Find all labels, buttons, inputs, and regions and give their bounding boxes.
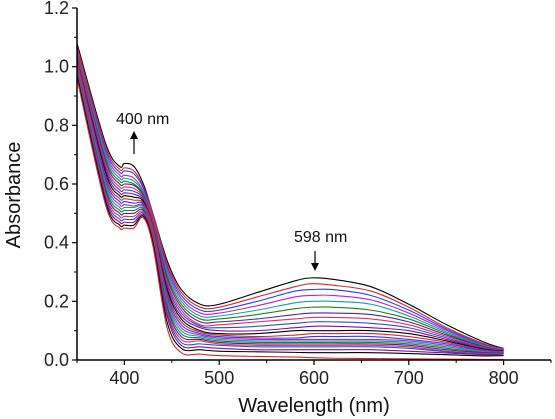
- y-tick-label: 0.2: [44, 291, 69, 311]
- annotation-598nm: 598 nm: [294, 229, 347, 271]
- series-line: [77, 54, 504, 351]
- series-line: [77, 51, 504, 350]
- series-line: [77, 72, 504, 355]
- annotation-400nm: 400 nm: [116, 111, 169, 154]
- y-tick-label: 0.4: [44, 233, 69, 253]
- series-line: [77, 66, 504, 353]
- annotation-400nm-label: 400 nm: [116, 111, 169, 128]
- series-line: [77, 54, 504, 351]
- series-line: [77, 43, 504, 349]
- annotation-598nm-label: 598 nm: [294, 229, 347, 246]
- x-tick-label: 500: [204, 368, 234, 388]
- x-tick-label: 600: [299, 368, 329, 388]
- y-ticks: 0.0 0.2 0.4 0.6 0.8 1.0 1.2: [44, 0, 77, 370]
- series-line: [77, 63, 504, 353]
- y-tick-label: 1.2: [44, 0, 69, 18]
- series-line: [77, 45, 504, 349]
- y-tick-label: 0.8: [44, 115, 69, 135]
- x-tick-label: 800: [489, 368, 519, 388]
- series-line: [77, 57, 504, 352]
- y-tick-label: 0.0: [44, 350, 69, 370]
- series-line: [77, 75, 504, 356]
- y-tick-label: 1.0: [44, 57, 69, 77]
- annotation-400nm-arrowhead: [130, 131, 138, 139]
- series-layer: [77, 43, 504, 360]
- series-line: [77, 60, 504, 352]
- y-tick-label: 0.6: [44, 174, 69, 194]
- annotation-598nm-arrowhead: [311, 263, 319, 271]
- series-line: [77, 63, 504, 353]
- series-line: [77, 48, 504, 350]
- series-line: [77, 57, 504, 352]
- x-tick-label: 400: [109, 368, 139, 388]
- series-line: [77, 48, 504, 350]
- x-axis-label: Wavelength (nm): [238, 395, 390, 417]
- x-tick-label: 700: [394, 368, 424, 388]
- series-line: [77, 69, 504, 354]
- series-line: [77, 69, 504, 355]
- series-line: [77, 75, 504, 357]
- series-line: [77, 66, 504, 354]
- series-line: [77, 60, 504, 353]
- x-ticks: 400 500 600 700 800: [76, 360, 552, 388]
- series-line: [77, 78, 504, 360]
- y-axis-label: Absorbance: [3, 142, 25, 249]
- series-line: [77, 51, 504, 351]
